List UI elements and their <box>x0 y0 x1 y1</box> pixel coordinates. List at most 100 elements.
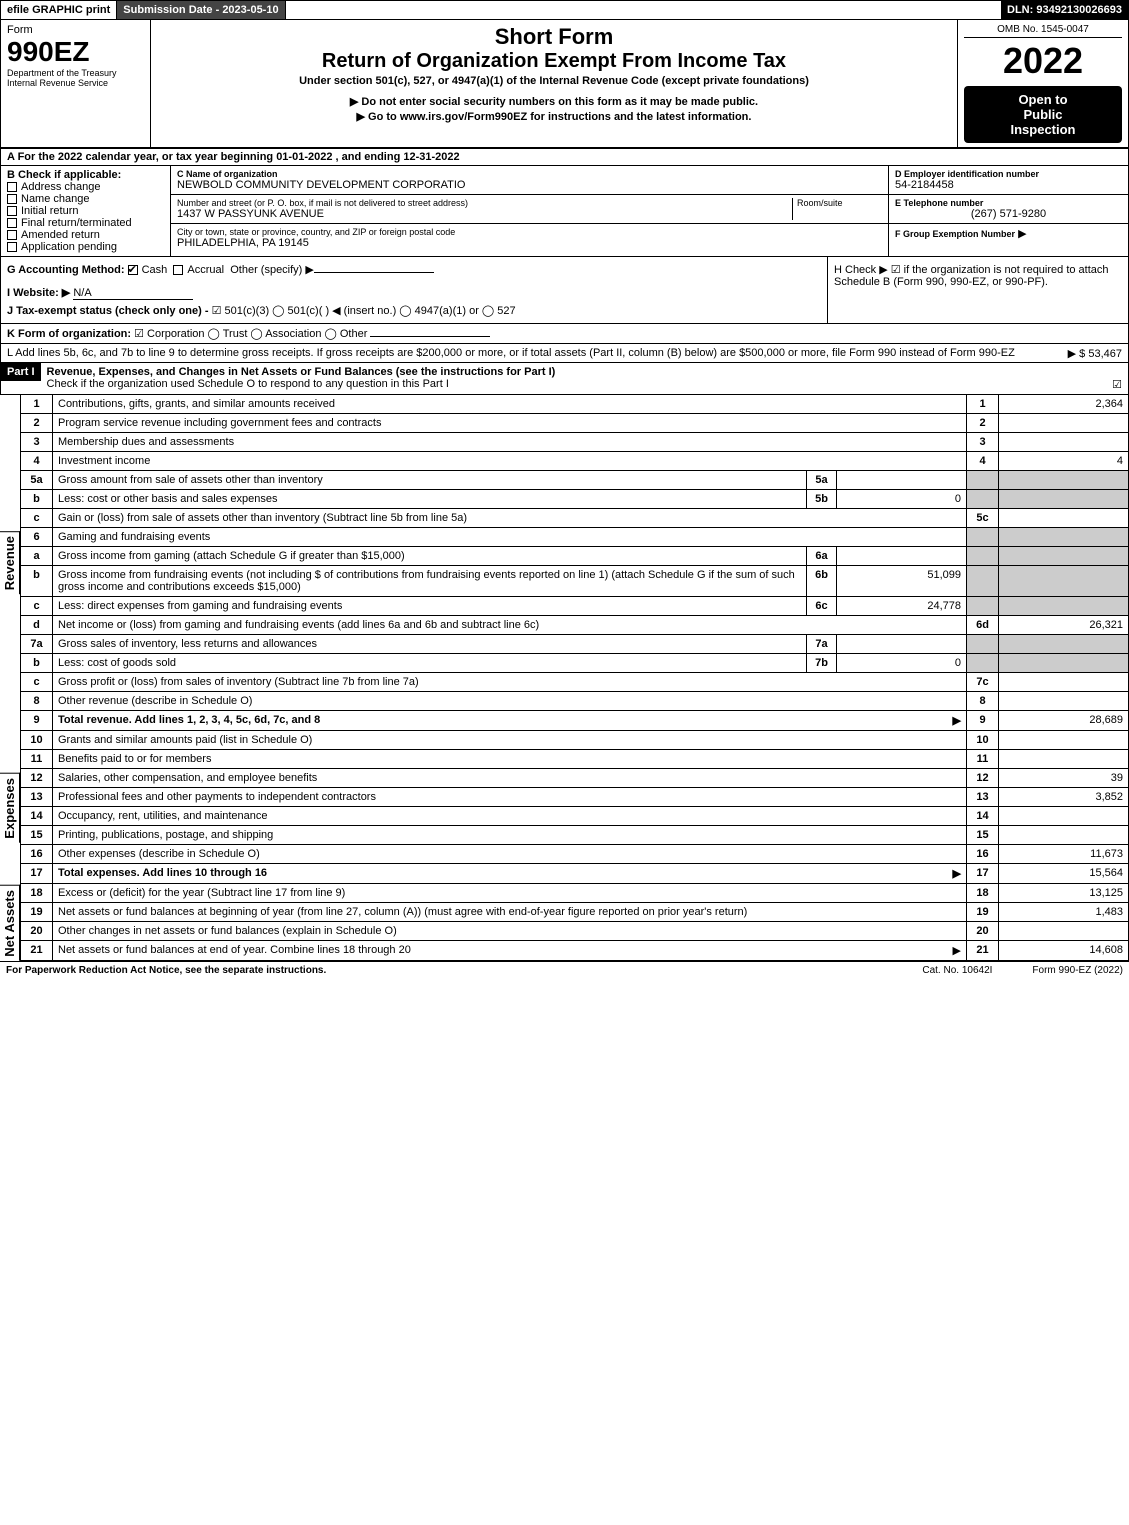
l13-num: 13 <box>21 788 53 807</box>
footer-center: Cat. No. 10642I <box>922 965 992 976</box>
check-pending[interactable] <box>7 242 17 252</box>
line-5b: bLess: cost or other basis and sales exp… <box>21 490 1129 509</box>
l17-ln: 17 <box>967 864 999 884</box>
website-value: N/A <box>73 287 193 300</box>
l3-amt <box>999 433 1129 452</box>
l5a-shade2 <box>999 471 1129 490</box>
line-2: 2Program service revenue including gover… <box>21 414 1129 433</box>
l6-desc: Gaming and fundraising events <box>53 528 967 547</box>
line-4: 4Investment income44 <box>21 452 1129 471</box>
line-13: 13Professional fees and other payments t… <box>21 788 1129 807</box>
k-opts: ☑ Corporation ◯ Trust ◯ Association ◯ Ot… <box>134 328 367 340</box>
page-footer: For Paperwork Reduction Act Notice, see … <box>0 961 1129 979</box>
l6b-shade <box>967 566 999 597</box>
expenses-block: Expenses 10Grants and similar amounts pa… <box>0 731 1129 884</box>
line-10: 10Grants and similar amounts paid (list … <box>21 731 1129 750</box>
section-b: B Check if applicable: Address change Na… <box>1 166 171 256</box>
l14-ln: 14 <box>967 807 999 826</box>
l7c-num: c <box>21 673 53 692</box>
check-address-change[interactable] <box>7 182 17 192</box>
part1-badge: Part I <box>1 363 41 381</box>
l21-num: 21 <box>21 941 53 961</box>
l6a-subval <box>837 547 967 566</box>
l12-desc: Salaries, other compensation, and employ… <box>53 769 967 788</box>
l13-ln: 13 <box>967 788 999 807</box>
l7a-subval <box>837 635 967 654</box>
netassets-block: Net Assets 18Excess or (deficit) for the… <box>0 884 1129 961</box>
section-h: H Check ▶ ☑ if the organization is not r… <box>828 257 1128 323</box>
opt-initial: Initial return <box>21 205 78 217</box>
g-other: Other (specify) ▶ <box>230 264 314 276</box>
l7a-shade <box>967 635 999 654</box>
line-6d: dNet income or (loss) from gaming and fu… <box>21 616 1129 635</box>
l6b-shade2 <box>999 566 1129 597</box>
submission-date: Submission Date - 2023-05-10 <box>117 1 285 19</box>
l6c-num: c <box>21 597 53 616</box>
org-name: NEWBOLD COMMUNITY DEVELOPMENT CORPORATIO <box>177 179 882 191</box>
l20-amt <box>999 922 1129 941</box>
l2-desc: Program service revenue including govern… <box>53 414 967 433</box>
l1-ln: 1 <box>967 395 999 414</box>
l18-ln: 18 <box>967 884 999 903</box>
l9-num: 9 <box>21 711 53 731</box>
street-value: 1437 W PASSYUNK AVENUE <box>177 208 792 220</box>
street-label: Number and street (or P. O. box, if mail… <box>177 198 792 208</box>
k-other-blank[interactable] <box>370 336 490 337</box>
g-other-blank[interactable] <box>314 272 434 273</box>
l7a-num: 7a <box>21 635 53 654</box>
l7b-desc: Less: cost of goods sold <box>53 654 807 673</box>
check-name-change[interactable] <box>7 194 17 204</box>
l5b-desc: Less: cost or other basis and sales expe… <box>53 490 807 509</box>
l10-ln: 10 <box>967 731 999 750</box>
l6c-shade <box>967 597 999 616</box>
section-d: D Employer identification number 54-2184… <box>889 166 1128 195</box>
note-ssn: ▶ Do not enter social security numbers o… <box>157 95 951 108</box>
check-final[interactable] <box>7 218 17 228</box>
l6b-desc: Gross income from fundraising events (no… <box>53 566 807 597</box>
section-f: F Group Exemption Number ▶ <box>889 224 1128 243</box>
l5c-num: c <box>21 509 53 528</box>
j-label: J Tax-exempt status (check only one) - <box>7 305 212 317</box>
l21-ln: 21 <box>967 941 999 961</box>
l5c-amt <box>999 509 1129 528</box>
form-number: 990EZ <box>7 36 144 68</box>
e-label: E Telephone number <box>895 198 1122 208</box>
check-accrual[interactable] <box>173 265 183 275</box>
l19-ln: 19 <box>967 903 999 922</box>
part1-checkbox[interactable]: ☑ <box>1112 378 1122 391</box>
phone-value: (267) 571-9280 <box>895 208 1122 220</box>
omb-number: OMB No. 1545-0047 <box>964 24 1122 38</box>
line-7c: cGross profit or (loss) from sales of in… <box>21 673 1129 692</box>
check-initial[interactable] <box>7 206 17 216</box>
line-1: 1Contributions, gifts, grants, and simil… <box>21 395 1129 414</box>
netassets-table: 18Excess or (deficit) for the year (Subt… <box>20 884 1129 961</box>
l5b-num: b <box>21 490 53 509</box>
city-label: City or town, state or province, country… <box>177 227 882 237</box>
line-14: 14Occupancy, rent, utilities, and mainte… <box>21 807 1129 826</box>
check-amended[interactable] <box>7 230 17 240</box>
l21-amt: 14,608 <box>999 941 1129 961</box>
l7c-ln: 7c <box>967 673 999 692</box>
l12-num: 12 <box>21 769 53 788</box>
irs-label: Internal Revenue Service <box>7 78 144 88</box>
line-7a: 7aGross sales of inventory, less returns… <box>21 635 1129 654</box>
l5b-shade <box>967 490 999 509</box>
line-3: 3Membership dues and assessments3 <box>21 433 1129 452</box>
l5a-sub: 5a <box>807 471 837 490</box>
line-20: 20Other changes in net assets or fund ba… <box>21 922 1129 941</box>
l5a-shade <box>967 471 999 490</box>
l7b-shade <box>967 654 999 673</box>
row-g-h: G Accounting Method: Cash Accrual Other … <box>0 257 1129 324</box>
l9-arrow: ▶ <box>953 714 961 727</box>
city-value: PHILADELPHIA, PA 19145 <box>177 237 882 249</box>
l13-desc: Professional fees and other payments to … <box>53 788 967 807</box>
opt-amended: Amended return <box>21 229 100 241</box>
dept-treasury: Department of the Treasury <box>7 68 144 78</box>
l5c-desc: Gain or (loss) from sale of assets other… <box>53 509 967 528</box>
check-cash[interactable] <box>128 265 138 275</box>
section-e: E Telephone number (267) 571-9280 <box>889 195 1128 224</box>
l7a-desc: Gross sales of inventory, less returns a… <box>53 635 807 654</box>
l6d-num: d <box>21 616 53 635</box>
l21-desc: Net assets or fund balances at end of ye… <box>58 944 411 956</box>
l18-desc: Excess or (deficit) for the year (Subtra… <box>53 884 967 903</box>
